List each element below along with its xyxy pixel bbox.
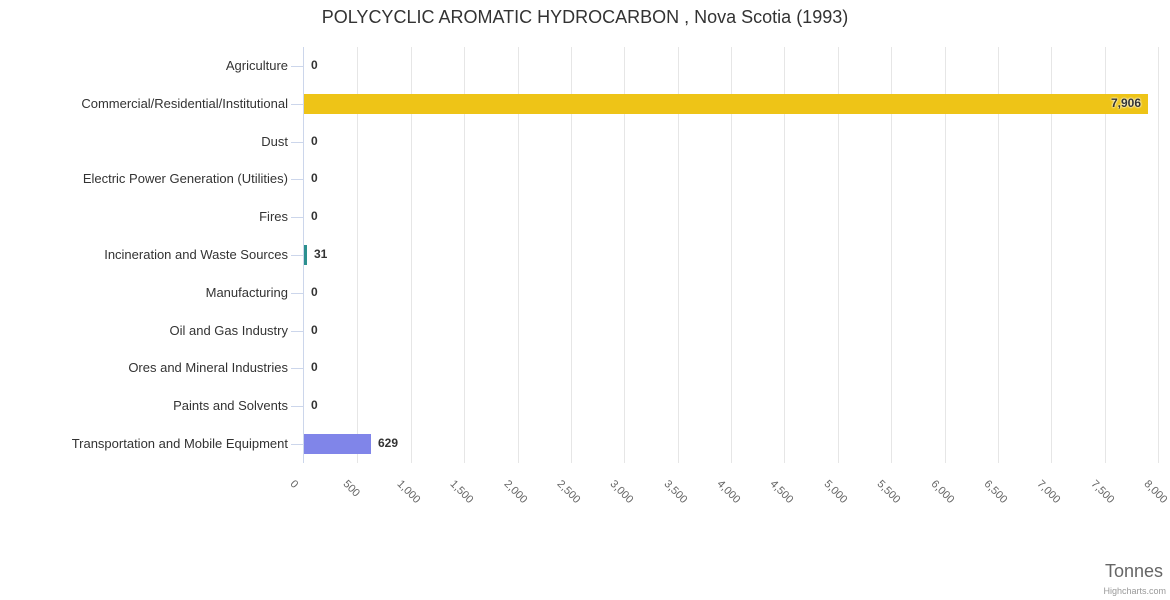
value-label: 0 [311,209,318,223]
x-axis-tick-label: 4,500 [767,478,796,506]
y-axis-tick [291,331,303,332]
y-axis-tick [291,142,303,143]
grid-line [784,47,785,463]
grid-line [678,47,679,463]
category-label: Fires [259,209,288,225]
grid-line [891,47,892,463]
y-axis-tick [291,293,303,294]
chart-title: POLYCYCLIC AROMATIC HYDROCARBON , Nova S… [321,7,849,27]
x-axis-tick-label: 7,500 [1088,478,1117,506]
category-label: Ores and Mineral Industries [128,360,288,376]
grid-line [945,47,946,463]
x-axis-tick-label: 8,000 [1141,478,1170,506]
x-axis-tick-label: 0 [287,478,301,491]
value-label: 31 [314,247,328,261]
x-axis-tick-label: 1,000 [394,478,423,506]
category-label: Paints and Solvents [173,398,288,414]
bar[interactable] [304,434,371,454]
grid-line [838,47,839,463]
category-label: Manufacturing [205,284,288,300]
category-label: Agriculture [225,57,288,73]
x-axis-tick-label: 6,500 [981,478,1010,506]
x-axis-tick-label: 5,500 [874,478,903,506]
y-axis-tick [291,104,303,105]
grid-line [731,47,732,463]
category-label: Transportation and Mobile Equipment [71,436,288,452]
x-axis-tick-label: 1,500 [447,478,476,506]
value-label: 0 [311,58,318,72]
x-axis-title: Tonnes [1104,561,1163,581]
x-axis-tick-label: 5,000 [821,478,850,506]
bar[interactable] [304,245,307,265]
value-label: 0 [311,398,318,412]
grid-line [1051,47,1052,463]
y-axis-tick [291,444,303,445]
highcharts-credit[interactable]: Highcharts.com [1103,586,1166,596]
x-axis-tick-label: 6,000 [928,478,957,506]
bar[interactable] [304,94,1148,114]
x-axis-tick-label: 7,000 [1034,478,1063,506]
y-axis-tick [291,255,303,256]
y-axis-tick [291,66,303,67]
plot-area [303,47,1159,463]
category-label: Oil and Gas Industry [169,322,289,338]
value-label: 0 [311,323,318,337]
value-label: 0 [311,285,318,299]
value-label: 7,906 [1110,96,1141,110]
grid-line [411,47,412,463]
category-label: Electric Power Generation (Utilities) [82,171,288,187]
value-label: 0 [311,134,318,148]
y-axis-tick [291,368,303,369]
value-label: 0 [311,360,318,374]
x-axis-tick-label: 4,000 [714,478,743,506]
category-label: Commercial/Residential/Institutional [81,95,288,111]
category-label: Dust [261,133,288,149]
grid-line [624,47,625,463]
grid-line [1105,47,1106,463]
x-axis-tick-label: 3,000 [607,478,636,506]
value-label: 0 [311,171,318,185]
grid-line [518,47,519,463]
grid-line [998,47,999,463]
grid-line [571,47,572,463]
grid-line [357,47,358,463]
grid-line [464,47,465,463]
y-axis-tick [291,179,303,180]
x-axis-tick-label: 2,000 [501,478,530,506]
category-label: Incineration and Waste Sources [104,247,288,262]
x-axis-tick-label: 500 [340,478,362,500]
value-label: 629 [378,436,399,450]
x-axis-tick-label: 2,500 [554,478,583,506]
y-axis-tick [291,406,303,407]
x-axis-tick-label: 3,500 [661,478,690,506]
grid-line [1158,47,1159,463]
y-axis-tick [291,217,303,218]
